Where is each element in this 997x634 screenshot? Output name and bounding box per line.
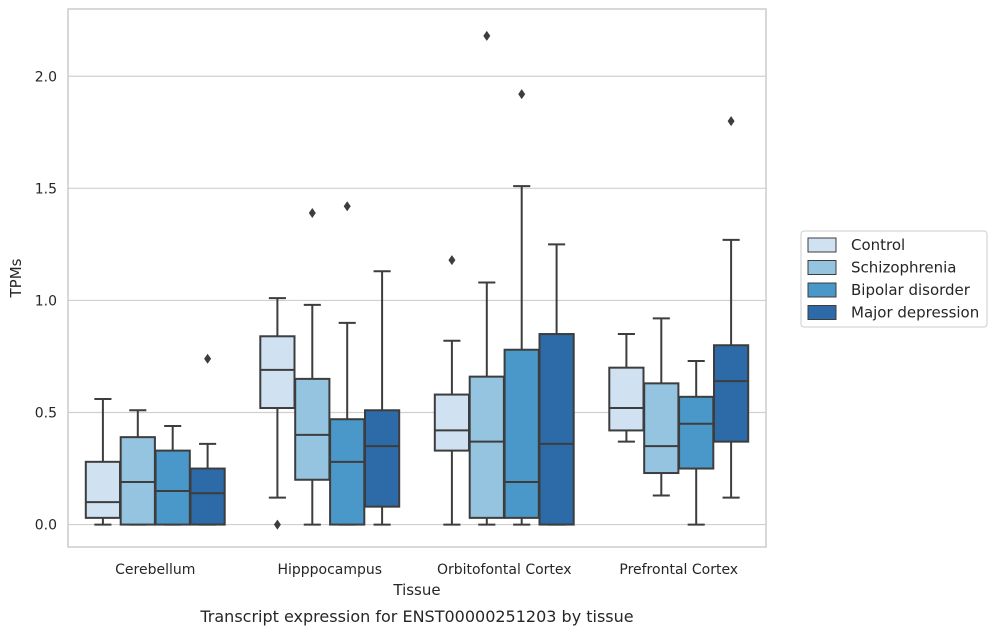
outlier-point xyxy=(204,353,212,364)
box-body xyxy=(154,449,191,526)
legend-swatch xyxy=(807,237,837,253)
box-body xyxy=(189,467,226,526)
box-body xyxy=(678,395,715,470)
x-tick-label: Prefrontal Cortex xyxy=(619,562,738,578)
box-body xyxy=(643,382,680,475)
box-body xyxy=(259,335,296,410)
box-1-3 xyxy=(363,270,401,526)
box-body xyxy=(503,348,540,519)
box-1-1 xyxy=(294,207,331,526)
box-body xyxy=(84,460,122,519)
y-tick-label: 1.0 xyxy=(35,293,57,309)
box-body xyxy=(363,409,401,508)
legend-label: Schizophrenia xyxy=(851,259,956,277)
x-tick-label: Orbitofontal Cortex xyxy=(437,562,572,578)
y-axis-title: TPMs xyxy=(7,258,25,298)
box-0-3 xyxy=(189,353,226,526)
plot-frame xyxy=(67,8,767,548)
x-axis-title: Tissue xyxy=(392,581,440,599)
outlier-point xyxy=(727,116,735,127)
box-body xyxy=(433,393,471,452)
chart-caption: Transcript expression for ENST0000025120… xyxy=(199,607,633,626)
y-tick-label: 0.0 xyxy=(35,518,57,534)
x-axis-ticks: Cerebellum Hipppocampus Orbitofontal Corte… xyxy=(115,562,738,578)
box-2-3 xyxy=(538,243,575,526)
box-1-2 xyxy=(329,201,366,526)
box-3-0 xyxy=(608,333,645,443)
box-body xyxy=(538,333,575,526)
outlier-point xyxy=(308,207,316,218)
y-axis-ticks: 0.0 0.5 1.0 1.5 2.0 xyxy=(35,69,57,533)
box-0-2 xyxy=(154,424,191,526)
box-body xyxy=(468,375,505,519)
box-3-2 xyxy=(678,359,715,526)
legend-label: Bipolar disorder xyxy=(851,281,971,299)
box-body xyxy=(712,344,750,443)
box-body xyxy=(329,418,366,526)
outlier-point xyxy=(483,30,491,41)
box-3-1 xyxy=(643,317,680,497)
legend-swatch xyxy=(807,260,837,275)
outlier-point xyxy=(273,519,281,530)
legend-label: Control xyxy=(851,236,905,254)
box-2-1 xyxy=(468,30,505,526)
box-2-2 xyxy=(503,89,540,526)
y-tick-label: 1.5 xyxy=(35,181,57,197)
y-tick-label: 0.5 xyxy=(35,406,57,422)
outlier-point xyxy=(448,255,456,266)
box-body xyxy=(294,377,331,481)
box-2-0 xyxy=(433,255,471,526)
box-0-1 xyxy=(119,409,156,526)
legend-frame xyxy=(800,230,988,328)
legend-swatch xyxy=(807,282,837,298)
box-0-0 xyxy=(84,398,122,526)
box-1-0 xyxy=(259,297,296,530)
box-series xyxy=(84,30,750,530)
box-body xyxy=(608,366,645,432)
box-3-3 xyxy=(712,116,750,499)
box-body xyxy=(119,436,156,526)
legend: Control Schizophrenia Bipolar disorder Majo… xyxy=(800,230,988,328)
y-tick-label: 2.0 xyxy=(35,69,57,85)
legend-label: Major depression xyxy=(851,304,979,322)
outlier-point xyxy=(518,89,526,100)
x-tick-label: Hipppocampus xyxy=(277,562,382,578)
x-tick-label: Cerebellum xyxy=(115,562,195,578)
legend-swatch xyxy=(807,305,837,320)
outlier-point xyxy=(343,201,351,212)
